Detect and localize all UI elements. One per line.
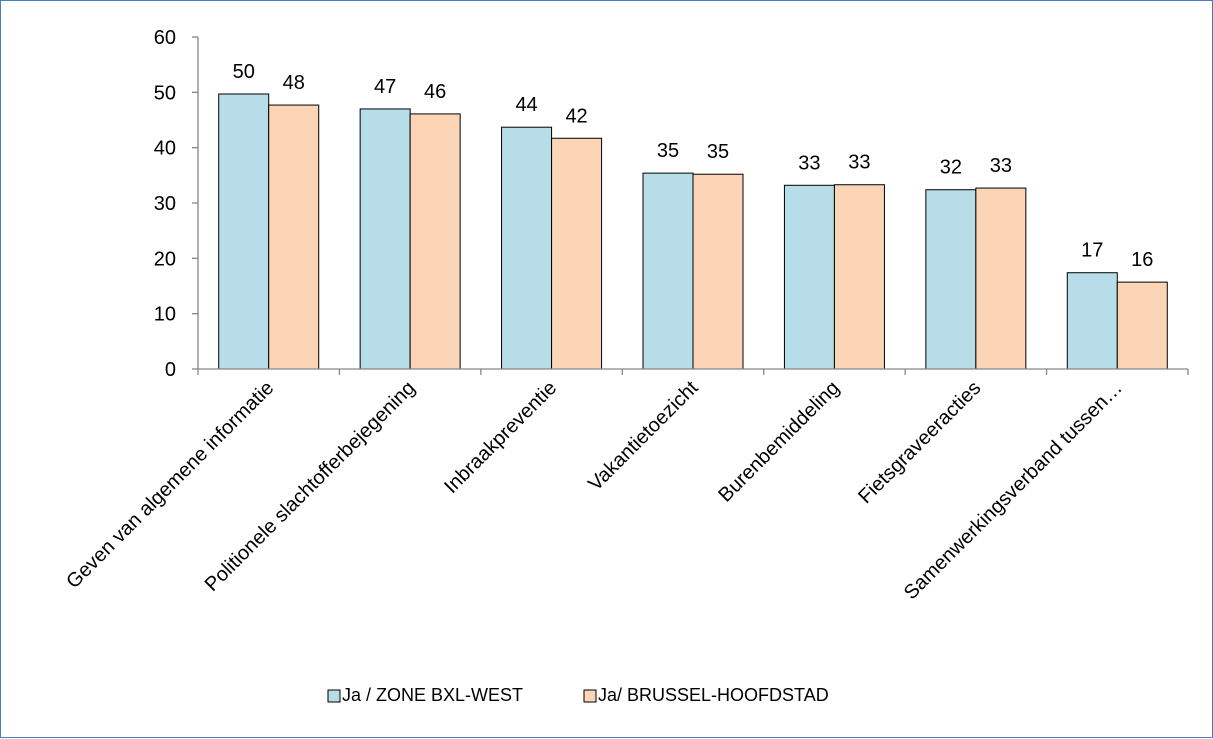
- category-label: Burenbemiddeling: [714, 377, 844, 507]
- data-label: 33: [848, 152, 870, 174]
- data-label: 48: [283, 72, 305, 94]
- y-tick-label: 0: [165, 359, 176, 381]
- bar-brussel-hoofdstad: [268, 104, 320, 370]
- data-label: 44: [515, 94, 537, 116]
- y-tick-label: 30: [154, 193, 176, 215]
- legend-swatch: [327, 689, 341, 703]
- data-label: 16: [1131, 249, 1153, 271]
- bar-brussel-hoofdstad: [833, 184, 885, 370]
- category-label: Vakantietoezicht: [584, 377, 703, 496]
- bar-brussel-hoofdstad: [551, 137, 603, 370]
- bar-zone-bxl-west: [783, 184, 835, 370]
- data-label: 35: [707, 141, 729, 163]
- bar-zone-bxl-west: [501, 126, 553, 370]
- bar-zone-bxl-west: [1066, 272, 1118, 370]
- y-axis: 0 10 20 30 40 50 60: [154, 27, 199, 381]
- data-label: 35: [657, 140, 679, 162]
- category-label: Samenwerkingsverband tussen…: [900, 377, 1127, 604]
- data-labels: 50 48 47 46 44 42 35 35 33 33 32 33 17 16: [233, 61, 1154, 271]
- y-tick-label: 60: [154, 27, 176, 49]
- legend: Ja / ZONE BXL-WEST Ja/ BRUSSEL-HOOFDSTAD: [327, 685, 829, 705]
- legend-label: Ja / ZONE BXL-WEST: [342, 685, 523, 705]
- x-axis: Geven van algemene informatiePolitionele…: [62, 368, 1189, 604]
- data-label: 42: [565, 105, 587, 127]
- y-tick-label: 40: [154, 138, 176, 160]
- legend-label: Ja/ BRUSSEL-HOOFDSTAD: [598, 685, 829, 705]
- data-label: 47: [374, 76, 396, 98]
- category-label: Inbraakpreventie: [440, 377, 561, 498]
- y-tick-label: 20: [154, 248, 176, 270]
- bars: [218, 93, 1168, 370]
- data-label: 33: [798, 152, 820, 174]
- data-label: 32: [940, 157, 962, 179]
- data-label: 33: [990, 155, 1012, 177]
- bar-zone-bxl-west: [359, 108, 411, 370]
- category-label: Fietsgraveeracties: [854, 377, 985, 508]
- y-tick-label: 10: [154, 304, 176, 326]
- bar-brussel-hoofdstad: [975, 187, 1027, 370]
- bar-zone-bxl-west: [642, 172, 694, 370]
- bar-brussel-hoofdstad: [409, 113, 461, 370]
- bar-zone-bxl-west: [218, 93, 270, 370]
- bar-brussel-hoofdstad: [1116, 281, 1168, 370]
- y-tick-label: 50: [154, 82, 176, 104]
- bar-zone-bxl-west: [925, 189, 977, 370]
- bar-brussel-hoofdstad: [692, 173, 744, 370]
- data-label: 46: [424, 81, 446, 103]
- legend-swatch: [583, 689, 597, 703]
- data-label: 17: [1081, 240, 1103, 262]
- data-label: 50: [233, 61, 255, 83]
